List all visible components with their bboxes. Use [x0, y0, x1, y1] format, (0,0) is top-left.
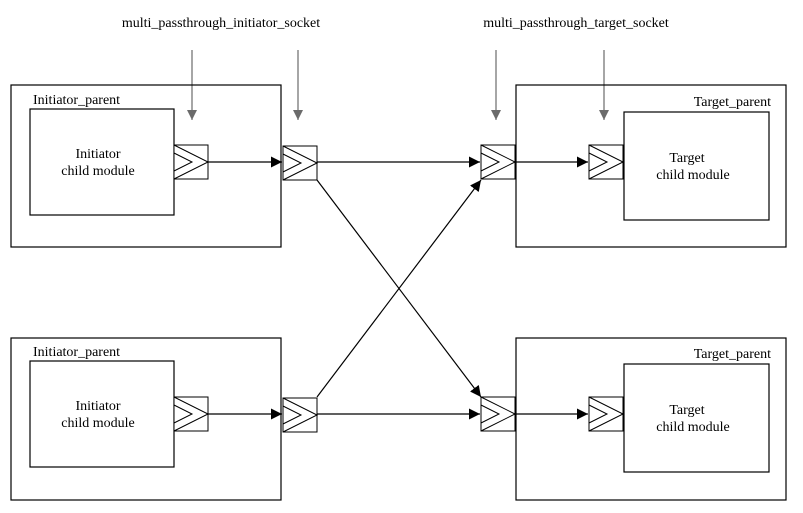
target-child-box-top [623, 111, 770, 221]
initiator-child-label-bottom-line2: child module [61, 416, 135, 431]
initiator-parent-label-top: Initiator_parent [33, 93, 120, 108]
target-socket-label: multi_passthrough_target_socket [483, 16, 669, 31]
socket-initiator-parent-top [282, 145, 318, 181]
initiator-child-label-top-line1: Initiator [75, 147, 120, 162]
initiator-parent-label-bottom: Initiator_parent [33, 345, 120, 360]
target-child-label-top-line1: Target [669, 151, 704, 166]
target-child-box-bottom [623, 363, 770, 473]
target-child-label-top-line2: child module [656, 168, 730, 183]
socket-target-parent-top [480, 144, 516, 180]
initiator-socket-label: multi_passthrough_initiator_socket [122, 16, 320, 31]
target-parent-box-bottom [515, 337, 787, 501]
initiator-child-label-top-line2: child module [61, 164, 135, 179]
socket-initiator-child-bottom [173, 396, 209, 432]
target-parent-label-bottom: Target_parent [694, 347, 771, 362]
target-child-label-bottom-line2: child module [656, 420, 730, 435]
target-child-label-bottom-line1: Target [669, 403, 704, 418]
socket-initiator-parent-bottom [282, 397, 318, 433]
initiator-parent-box-bottom [10, 337, 282, 501]
target-parent-label-top: Target_parent [694, 95, 771, 110]
initiator-child-label-bottom-line1: Initiator [75, 399, 120, 414]
initiator-child-box-bottom [29, 360, 175, 468]
socket-initiator-child-top [173, 144, 209, 180]
target-parent-box-top [515, 84, 787, 248]
initiator-child-box-top [29, 108, 175, 216]
socket-target-parent-bottom [480, 396, 516, 432]
socket-target-child-top [588, 144, 624, 180]
socket-target-child-bottom [588, 396, 624, 432]
arrow-bottom-init-to-top-target [316, 179, 482, 398]
